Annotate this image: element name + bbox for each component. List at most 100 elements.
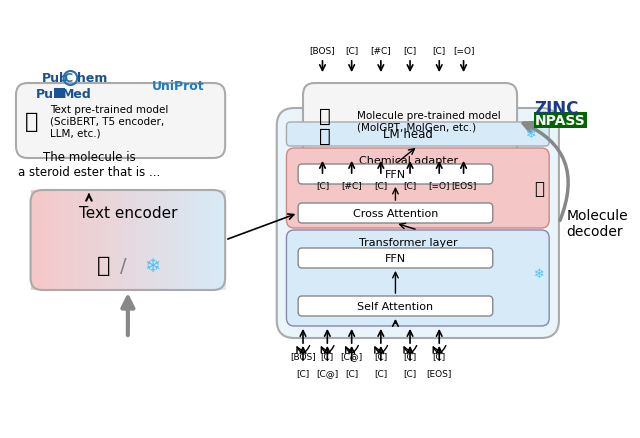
Text: [C]: [C] [374, 369, 387, 378]
Bar [186, 191, 191, 290]
Text: hem: hem [77, 72, 108, 85]
Bar [221, 191, 226, 290]
Bar [70, 191, 74, 290]
Bar [35, 191, 39, 290]
Bar [58, 191, 63, 290]
Text: NPASS: NPASS [534, 114, 585, 128]
Bar [171, 191, 175, 290]
Text: [EOS]: [EOS] [426, 369, 452, 378]
Bar [108, 191, 113, 290]
Bar [155, 191, 160, 290]
Text: 🔥: 🔥 [534, 180, 545, 198]
Text: Cross Attention: Cross Attention [353, 208, 438, 219]
Bar [65, 191, 70, 290]
Text: [C]: [C] [403, 369, 417, 378]
FancyBboxPatch shape [287, 148, 549, 229]
Text: FFN: FFN [385, 170, 406, 180]
Text: ZINC: ZINC [534, 100, 579, 118]
Bar [31, 191, 35, 290]
Text: Text encoder: Text encoder [79, 205, 177, 220]
Bar [534, 113, 587, 129]
Text: [#C]: [#C] [371, 46, 391, 55]
Text: [C]: [C] [321, 352, 334, 360]
Bar [74, 191, 78, 290]
Text: [C]: [C] [374, 181, 387, 190]
Text: [#C]: [#C] [341, 181, 362, 190]
Bar [61, 191, 67, 290]
Text: ❄: ❄ [534, 267, 545, 280]
Text: The molecule is
a steroid ester that is ...: The molecule is a steroid ester that is … [18, 151, 160, 179]
Bar [143, 191, 148, 290]
Text: ❄: ❄ [144, 256, 161, 275]
Text: UniProt: UniProt [152, 80, 205, 93]
Text: /: / [120, 256, 126, 275]
Bar [116, 191, 121, 290]
Bar [175, 191, 179, 290]
Bar [202, 191, 207, 290]
Text: [BOS]: [BOS] [310, 46, 335, 55]
Bar [132, 191, 136, 290]
Bar [179, 191, 183, 290]
Text: Med: Med [61, 87, 92, 100]
Text: C: C [63, 72, 73, 85]
Bar [194, 191, 199, 290]
Bar [56, 89, 63, 99]
Text: [C]: [C] [433, 46, 446, 55]
Bar [100, 191, 106, 290]
Bar [190, 191, 195, 290]
Bar [112, 191, 117, 290]
Text: Publ: Publ [35, 87, 67, 100]
Bar [182, 191, 188, 290]
Bar [97, 191, 102, 290]
Text: [C]: [C] [374, 352, 387, 360]
Text: [EOS]: [EOS] [451, 181, 476, 190]
Bar [54, 191, 59, 290]
FancyBboxPatch shape [298, 204, 493, 223]
FancyBboxPatch shape [276, 109, 559, 338]
Text: [=O]: [=O] [453, 46, 474, 55]
FancyBboxPatch shape [298, 297, 493, 316]
Text: [C]: [C] [403, 352, 417, 360]
Text: Molecule
decoder: Molecule decoder [566, 208, 628, 239]
Text: Text pre-trained model
(SciBERT, T5 encoder,
LLM, etc.): Text pre-trained model (SciBERT, T5 enco… [50, 105, 168, 138]
Bar [214, 191, 218, 290]
Text: [C]: [C] [403, 46, 417, 55]
Text: [C]: [C] [433, 352, 446, 360]
Text: FFN: FFN [385, 254, 406, 263]
Bar [38, 191, 44, 290]
Text: [C]: [C] [345, 369, 358, 378]
Bar [147, 191, 152, 290]
Text: [C]: [C] [345, 46, 358, 55]
Text: [C]: [C] [403, 181, 417, 190]
FancyBboxPatch shape [298, 165, 493, 184]
Bar [198, 191, 203, 290]
Bar [163, 191, 168, 290]
Bar [128, 191, 132, 290]
Text: 💊: 💊 [319, 127, 330, 146]
Bar [50, 191, 55, 290]
Text: Self Attention: Self Attention [357, 301, 433, 311]
FancyBboxPatch shape [16, 84, 225, 159]
Text: ❄: ❄ [527, 128, 537, 141]
Bar [81, 191, 86, 290]
Bar [218, 191, 222, 290]
Bar [209, 191, 214, 290]
Text: Chemical adapter: Chemical adapter [358, 155, 458, 166]
Text: [C@]: [C@] [316, 369, 339, 378]
Text: 💊: 💊 [319, 107, 330, 126]
Bar [151, 191, 156, 290]
Bar [46, 191, 51, 290]
Bar [89, 191, 94, 290]
Bar [136, 191, 141, 290]
Bar [140, 191, 145, 290]
Bar [159, 191, 164, 290]
Text: [C]: [C] [296, 369, 310, 378]
Text: [C@]: [C@] [340, 352, 363, 360]
Text: [C]: [C] [316, 181, 329, 190]
Text: Transformer layer: Transformer layer [359, 237, 458, 247]
Text: 📖: 📖 [25, 111, 38, 131]
FancyBboxPatch shape [298, 248, 493, 268]
Bar [42, 191, 47, 290]
Text: LM head: LM head [383, 128, 433, 141]
Text: Pub: Pub [42, 72, 69, 85]
